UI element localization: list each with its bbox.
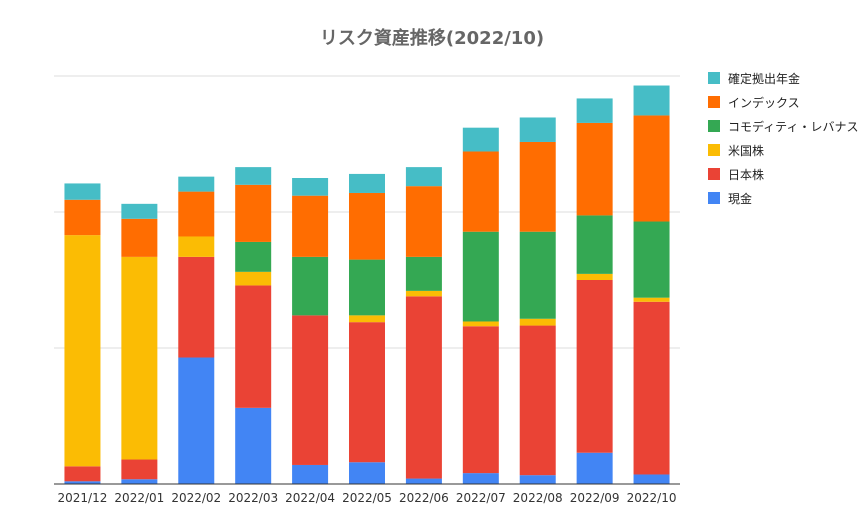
legend-label: インデックス [728,95,800,110]
chart-title: リスク資産推移(2022/10) [319,28,545,49]
bar-segment-2022/08-コモディティ・レバナス[interactable] [519,231,556,319]
bar-segment-2022/03-日本株[interactable] [235,285,272,408]
bar-segment-2022/08-日本株[interactable] [519,325,556,476]
bar-segment-2022/06-日本株[interactable] [405,296,442,479]
legend-item[interactable]: 現金 [708,186,858,210]
bar-segment-2022/07-日本株[interactable] [462,326,499,474]
bar-segment-2021/12-現金[interactable] [64,481,101,484]
bar-segment-2022/02-確定拠出年金[interactable] [178,176,215,192]
bar-segment-2022/01-米国株[interactable] [121,256,158,460]
legend-item[interactable]: 米国株 [708,138,858,162]
bar-segment-2021/12-米国株[interactable] [64,235,101,467]
x-tick-label: 2022/09 [570,491,620,505]
bar-segment-2022/09-確定拠出年金[interactable] [576,98,613,123]
bar-segment-2022/09-日本株[interactable] [576,280,613,453]
bar-segment-2022/06-米国株[interactable] [405,290,442,297]
bar-segment-2022/09-米国株[interactable] [576,273,613,280]
legend-swatch [708,192,720,204]
bar-segment-2022/07-確定拠出年金[interactable] [462,127,499,152]
legend-label: 現金 [728,191,753,206]
bar-segment-2022/03-インデックス[interactable] [235,184,272,242]
legend-swatch [708,120,720,132]
bar-segment-2022/01-現金[interactable] [121,479,158,484]
bar-segment-2022/07-インデックス[interactable] [462,151,499,232]
x-tick-label: 2022/02 [171,491,221,505]
bar-segment-2022/08-米国株[interactable] [519,318,556,326]
bar-segment-2022/10-現金[interactable] [633,474,670,484]
bar-segment-2022/04-コモディティ・レバナス[interactable] [292,256,329,316]
bar-segment-2022/04-現金[interactable] [292,464,329,484]
legend: 確定拠出年金 インデックスコモディティ・レバナス 米国株日本株現金 [708,66,858,210]
bar-segment-2022/07-現金[interactable] [462,473,499,484]
bar-segment-2022/10-確定拠出年金[interactable] [633,85,670,116]
bar-segment-2022/04-確定拠出年金[interactable] [292,178,329,196]
bar-segment-2022/09-コモディティ・レバナス[interactable] [576,215,613,274]
bar-segment-2022/02-米国株[interactable] [178,236,215,257]
bar-segment-2022/10-インデックス[interactable] [633,115,670,222]
bar-segment-2022/06-確定拠出年金[interactable] [405,167,442,187]
legend-swatch [708,144,720,156]
bar-segment-2022/07-米国株[interactable] [462,321,499,327]
bar-segment-2022/03-米国株[interactable] [235,271,272,286]
bar-segment-2022/10-米国株[interactable] [633,297,670,302]
bar-segment-2022/05-確定拠出年金[interactable] [349,173,385,193]
bar-segment-2022/03-現金[interactable] [235,407,272,484]
bar-segment-2022/01-インデックス[interactable] [121,218,158,257]
bar-segment-2022/04-日本株[interactable] [292,315,329,465]
x-tick-label: 2022/06 [399,491,449,505]
bar-segment-2022/10-日本株[interactable] [633,301,670,475]
legend-label: コモディティ・レバナス [728,119,859,134]
legend-swatch [708,72,720,84]
bar-segment-2022/06-コモディティ・レバナス[interactable] [405,256,442,291]
legend-item[interactable]: 確定拠出年金 [708,66,858,90]
legend-label: 確定拠出年金 [728,71,801,86]
legend-item[interactable]: インデックス [708,90,858,114]
bar-segment-2022/03-確定拠出年金[interactable] [235,167,272,185]
x-tick-label: 2022/05 [342,491,392,505]
x-tick-label: 2022/10 [627,491,677,505]
bar-segment-2021/12-日本株[interactable] [64,466,101,482]
bar-segment-2022/02-インデックス[interactable] [178,191,215,237]
bar-segment-2022/04-インデックス[interactable] [292,195,329,257]
bar-segment-2022/05-日本株[interactable] [349,322,385,463]
bar-segment-2022/01-日本株[interactable] [121,459,158,480]
x-tick-label: 2021/12 [58,491,108,505]
bar-segment-2022/08-現金[interactable] [519,475,556,484]
bar-segment-2022/02-現金[interactable] [178,357,215,484]
bar-segment-2022/05-コモディティ・レバナス[interactable] [349,259,385,316]
legend-label: 米国株 [728,143,765,158]
legend-swatch [708,168,720,180]
bar-segment-2022/08-確定拠出年金[interactable] [519,117,556,142]
bar-segment-2022/01-確定拠出年金[interactable] [121,203,158,219]
bar-segment-2022/09-現金[interactable] [576,452,613,484]
bar-segment-2021/12-インデックス[interactable] [64,199,101,236]
bar-segment-2022/09-インデックス[interactable] [576,122,613,216]
x-tick-label: 2022/04 [285,491,335,505]
x-tick-label: 2022/01 [114,491,164,505]
bar-segment-2022/06-インデックス[interactable] [405,186,442,257]
bar-segment-2022/05-インデックス[interactable] [349,192,385,260]
x-tick-label: 2022/03 [228,491,278,505]
x-tick-label: 2022/08 [513,491,563,505]
bar-segment-2022/07-コモディティ・レバナス[interactable] [462,231,499,322]
legend-item[interactable]: コモディティ・レバナス [708,114,858,138]
bar-segment-2022/03-コモディティ・レバナス[interactable] [235,241,272,272]
bar-segment-2022/08-インデックス[interactable] [519,141,556,232]
bar-segment-2022/05-米国株[interactable] [349,315,385,323]
bar-segment-2022/05-現金[interactable] [349,462,385,484]
bar-segment-2022/02-日本株[interactable] [178,256,215,358]
x-tick-label: 2022/07 [456,491,506,505]
bar-segment-2022/06-現金[interactable] [405,478,442,484]
legend-item[interactable]: 日本株 [708,162,858,186]
bar-segment-2021/12-確定拠出年金[interactable] [64,183,101,200]
bar-segment-2022/10-コモディティ・レバナス[interactable] [633,221,670,298]
legend-swatch [708,96,720,108]
legend-label: 日本株 [728,167,765,182]
